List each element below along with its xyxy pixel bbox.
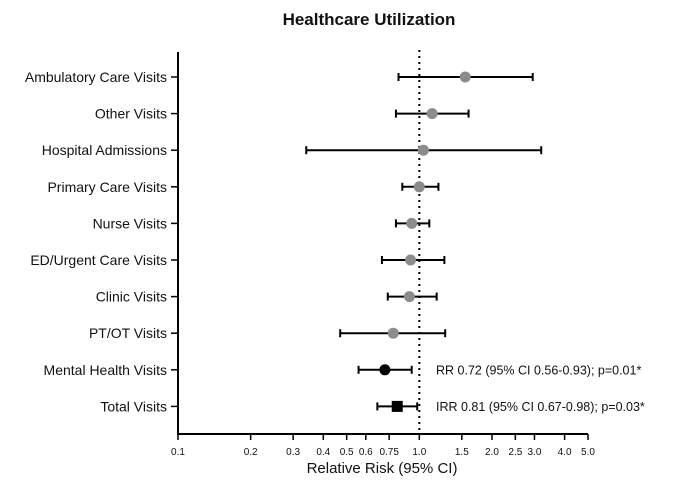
point-estimate [405, 254, 417, 266]
x-tick-label: 3.0 [528, 447, 542, 458]
x-tick-label: 0.75 [379, 447, 399, 458]
point-estimate [413, 181, 425, 193]
point-estimate [417, 144, 429, 156]
point-estimate-square [391, 400, 403, 412]
category-label: Ambulatory Care Visits [25, 69, 167, 85]
point-estimate [387, 327, 399, 339]
point-estimate [403, 291, 415, 303]
category-label: PT/OT Visits [89, 325, 167, 341]
category-label: Nurse Visits [93, 215, 167, 231]
annotation: RR 0.72 (95% CI 0.56-0.93); p=0.01* [436, 363, 641, 377]
category-label: Primary Care Visits [47, 179, 167, 195]
point-estimate [406, 217, 418, 229]
category-label: Other Visits [95, 106, 167, 122]
point-estimate [459, 71, 471, 83]
x-tick-label: 0.5 [340, 447, 354, 458]
x-tick-label: 0.6 [359, 447, 373, 458]
x-tick-label: 0.2 [244, 447, 258, 458]
chart-title: Healthcare Utilization [283, 10, 456, 29]
x-axis-label: Relative Risk (95% CI) [307, 460, 458, 477]
annotation: IRR 0.81 (95% CI 0.67-0.98); p=0.03* [436, 400, 645, 414]
category-label: Total Visits [100, 398, 167, 414]
category-label: Hospital Admissions [42, 142, 167, 158]
point-estimate [379, 364, 391, 376]
x-tick-label: 5.0 [581, 447, 595, 458]
x-tick-label: 1.0 [412, 447, 426, 458]
category-label: Clinic Visits [96, 289, 167, 305]
x-tick-label: 4.0 [558, 447, 572, 458]
plot-area: 0.1 0.2 0.3 0.4 0.5 0.6 0.75 1.0 1.5 2.0 2.5 3.0 4.0… [25, 50, 645, 458]
category-label: Mental Health Visits [44, 362, 167, 378]
category-label: ED/Urgent Care Visits [30, 252, 167, 268]
x-tick-label: 0.4 [316, 447, 330, 458]
x-tick-label: 0.3 [286, 447, 300, 458]
point-estimate [426, 108, 438, 120]
x-tick-label: 2.0 [485, 447, 499, 458]
x-tick-label: 2.5 [508, 447, 522, 458]
x-tick-label: 1.5 [455, 447, 469, 458]
x-tick-label: 0.1 [171, 447, 185, 458]
